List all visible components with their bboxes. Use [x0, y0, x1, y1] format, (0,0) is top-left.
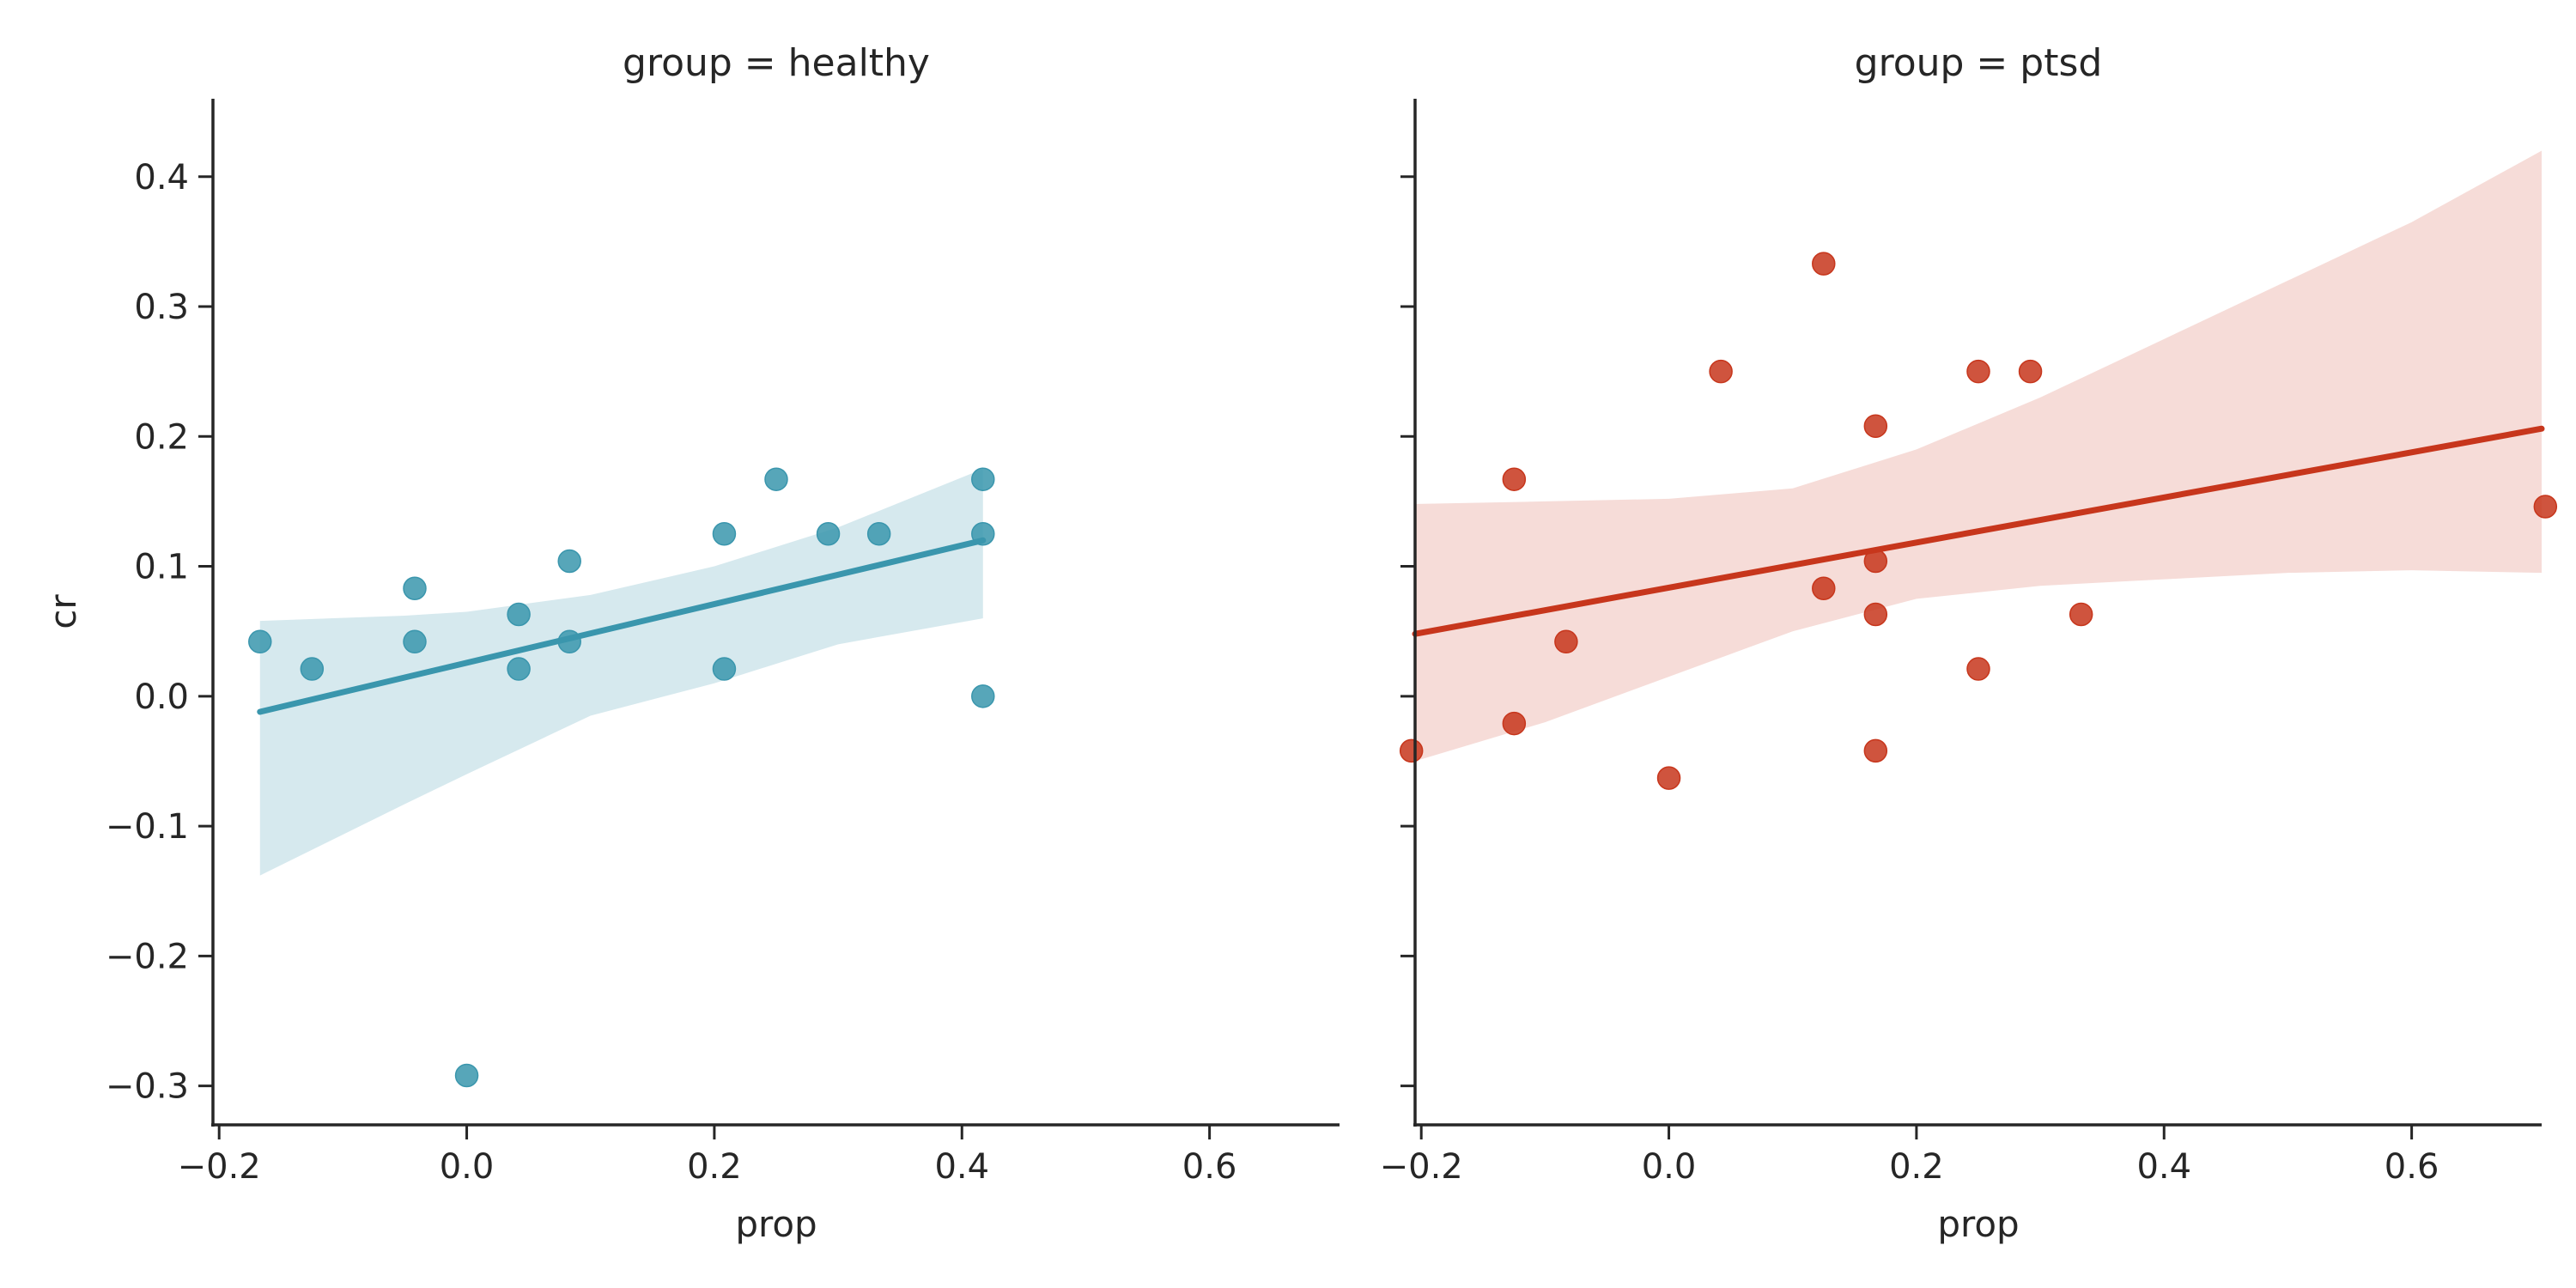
data-point — [1502, 467, 1527, 491]
x-tick-label: −0.2 — [1380, 1147, 1463, 1187]
data-point — [971, 684, 995, 708]
regression-line — [1412, 425, 2545, 637]
data-point — [454, 1063, 479, 1088]
data-point — [507, 657, 531, 681]
data-point — [1554, 629, 1578, 654]
x-axis-label: prop — [735, 1203, 817, 1245]
x-tick-label: 0.2 — [687, 1147, 742, 1187]
y-tick-label: 0.4 — [134, 158, 189, 197]
data-point — [712, 521, 737, 546]
panel-healthy: −0.3 −0.2 −0.1 0.0 0.1 0.2 0.3 0.4 −0.2 0.0 0.2 0.4… — [106, 41, 1340, 1245]
data-point — [816, 521, 841, 546]
data-point — [248, 629, 272, 654]
y-tick-label: −0.3 — [106, 1067, 189, 1107]
data-point — [2069, 602, 2093, 627]
data-point — [2533, 495, 2558, 519]
panel-title: group = ptsd — [1855, 41, 2103, 85]
panel-title: group = healthy — [623, 41, 930, 85]
regression-line — [257, 537, 987, 715]
data-point — [1502, 711, 1527, 736]
x-tick-label: −0.2 — [178, 1147, 261, 1187]
data-point — [1863, 602, 1888, 627]
data-point — [1966, 657, 1990, 681]
data-point — [507, 602, 531, 627]
x-tick-label: 0.0 — [440, 1147, 495, 1187]
y-tick-label: 0.3 — [134, 288, 189, 327]
x-axis-label: prop — [1937, 1203, 2019, 1245]
x-tick-label: 0.6 — [2385, 1147, 2439, 1187]
data-point — [866, 521, 891, 546]
data-point — [403, 629, 427, 654]
data-point — [1966, 359, 1990, 384]
data-point — [1863, 414, 1888, 438]
x-tick-label: 0.0 — [1642, 1147, 1697, 1187]
data-point — [971, 467, 995, 491]
data-point — [1656, 766, 1681, 790]
y-tick-label: 0.0 — [134, 677, 189, 717]
data-point — [1812, 576, 1836, 601]
data-point — [1812, 252, 1836, 276]
confidence-band — [259, 469, 983, 876]
data-point — [712, 657, 737, 681]
y-tick-label: 0.1 — [134, 548, 189, 587]
x-tick-label: 0.6 — [1182, 1147, 1237, 1187]
data-point — [403, 576, 427, 601]
y-tick-label: −0.1 — [106, 807, 189, 847]
x-tick-label: 0.2 — [1889, 1147, 1944, 1187]
y-tick-label: 0.2 — [134, 417, 189, 457]
data-point — [1863, 738, 1888, 763]
x-tick-label: 0.4 — [2136, 1147, 2191, 1187]
x-tick-label: 0.4 — [934, 1147, 989, 1187]
data-point — [300, 657, 325, 681]
panel-ptsd: −0.2 0.0 0.2 0.4 0.6 prop group = ptsd — [1380, 41, 2558, 1245]
data-point — [557, 549, 581, 574]
y-axis-label: cr — [42, 594, 84, 629]
y-tick-label: −0.2 — [106, 937, 189, 976]
data-point — [1399, 738, 1424, 763]
confidence-band — [1415, 150, 2542, 762]
data-point — [2018, 359, 2043, 384]
data-point — [764, 467, 788, 491]
data-point — [1709, 359, 1733, 384]
